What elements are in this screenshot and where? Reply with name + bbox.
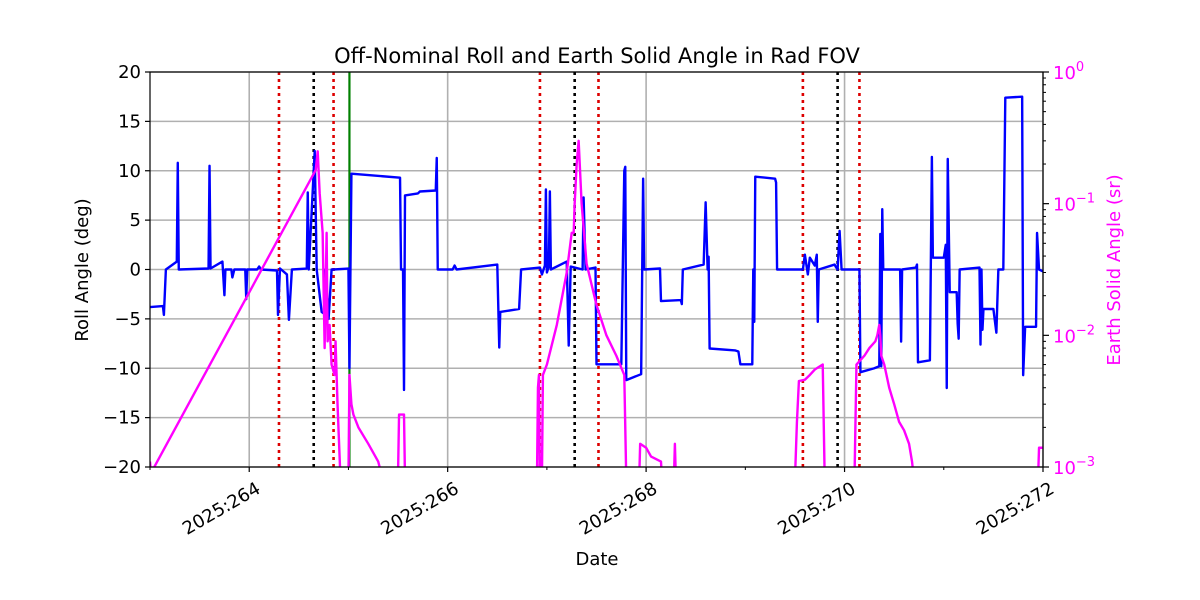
y2-axis-label: Earth Solid Angle (sr) [1104,174,1125,365]
y2-tick-base: 10 [1053,326,1076,347]
y2-tick-label: 100 [1053,60,1084,84]
y-tick-label: 10 [118,161,141,182]
y2-tick-base: 10 [1053,63,1076,84]
y2-tick-base: 10 [1053,195,1076,216]
y2-tick-exponent: −2 [1076,323,1095,338]
earth-solid-angle-line [150,139,1043,467]
y2-tick-label: 10−2 [1053,323,1095,347]
y-tick-label: −15 [103,408,141,429]
y-tick-label: 0 [130,260,141,281]
y2-tick-base: 10 [1053,458,1076,479]
y-tick-label: −10 [103,358,141,379]
chart-title: Off-Nominal Roll and Earth Solid Angle i… [334,44,860,68]
y2-tick-exponent: 0 [1076,60,1084,75]
y2-tick-exponent: −3 [1076,455,1095,470]
series-group [150,95,1043,467]
y-tick-label: 20 [118,62,141,83]
y-tick-label: 5 [130,210,141,231]
y-tick-label: 15 [118,111,141,132]
x-axis-label: Date [575,549,618,570]
roll-angle-line [150,95,1043,392]
y2-tick-label: 10−1 [1053,192,1095,216]
y-tick-label: −20 [103,457,141,478]
y-tick-label: −5 [114,309,141,330]
y-axis-label: Roll Angle (deg) [72,198,93,341]
y2-tick-label: 10−3 [1053,455,1095,479]
y2-tick-exponent: −1 [1076,192,1095,207]
